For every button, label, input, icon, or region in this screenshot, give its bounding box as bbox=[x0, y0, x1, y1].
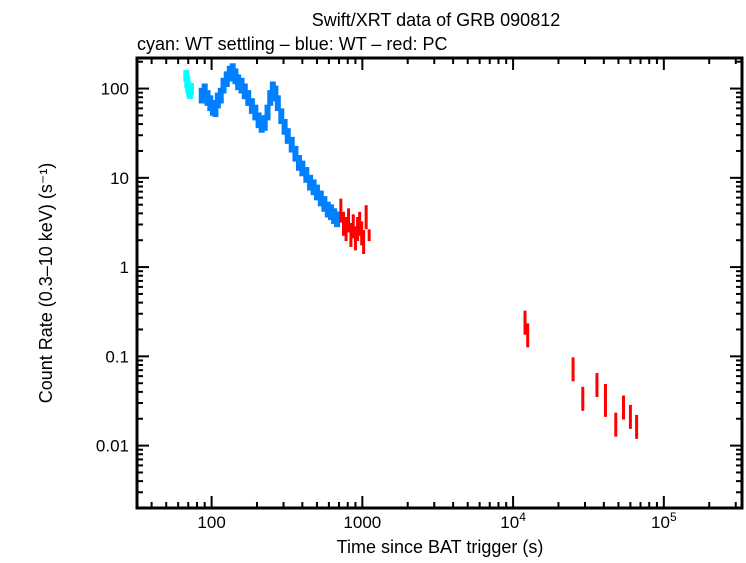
chart-subtitle: cyan: WT settling – blue: WT – red: PC bbox=[137, 34, 447, 54]
y-tick-label: 0.1 bbox=[105, 347, 129, 366]
y-axis-label: Count Rate (0.3–10 keV) (s⁻¹) bbox=[36, 163, 56, 404]
x-tick-label: 105 bbox=[651, 510, 677, 532]
axis-ticks: 100 1000 104 105 100 10 1 0.1 0.01 bbox=[96, 58, 742, 532]
x-axis-label: Time since BAT trigger (s) bbox=[337, 537, 544, 557]
x-tick-label: 104 bbox=[500, 510, 526, 532]
plot-frame bbox=[135, 56, 744, 510]
chart-title: Swift/XRT data of GRB 090812 bbox=[312, 10, 560, 30]
data-points bbox=[183, 63, 639, 439]
x-tick-label: 100 bbox=[197, 513, 225, 532]
y-tick-label: 10 bbox=[110, 169, 129, 188]
y-tick-label: 1 bbox=[120, 258, 129, 277]
x-tick-label: 1000 bbox=[343, 513, 381, 532]
y-tick-label: 100 bbox=[101, 80, 129, 99]
y-tick-label: 0.01 bbox=[96, 437, 129, 456]
